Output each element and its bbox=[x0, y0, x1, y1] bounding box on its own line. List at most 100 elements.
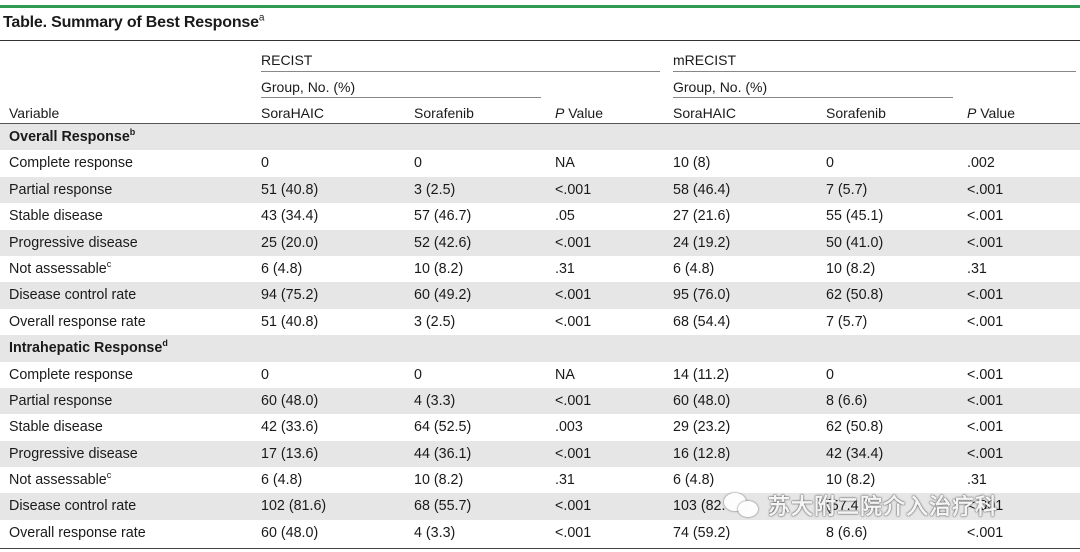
recist-sorahaic-cell: 43 (34.4) bbox=[261, 208, 319, 225]
table-row: Progressive disease 17 (13.6) 44 (36.1) <.0… bbox=[0, 440, 1080, 468]
mrecist-sorafenib-cell: 10 (8.2) bbox=[826, 260, 876, 277]
mrecist-sorahaic-cell: 27 (21.6) bbox=[673, 208, 731, 225]
table-row: Progressive disease 25 (20.0) 52 (42.6) <.0… bbox=[0, 229, 1080, 256]
mrecist-sorahaic-cell: 29 (23.2) bbox=[673, 419, 731, 436]
recist-sorafenib-cell: 3 (2.5) bbox=[414, 181, 456, 198]
recist-sorahaic-cell: 6 (4.8) bbox=[261, 472, 303, 489]
mrecist-p-value-cell: <.001 bbox=[967, 524, 1004, 541]
table-row: Disease control rate 94 (75.2) 60 (49.2) <.… bbox=[0, 282, 1080, 309]
recist-p-value-cell: .05 bbox=[555, 208, 575, 225]
variable-header: Variable bbox=[9, 105, 60, 121]
mrecist-sorafenib-cell: 7 (5.7) bbox=[826, 181, 868, 198]
recist-p-value-header: P Value bbox=[555, 105, 604, 121]
recist-sorahaic-cell: 25 (20.0) bbox=[261, 234, 319, 251]
recist-sorafenib-cell: 52 (42.6) bbox=[414, 234, 472, 251]
mrecist-sorafenib-cell: 8 (6.6) bbox=[826, 524, 868, 541]
recist-sorafenib-cell: 10 (8.2) bbox=[414, 260, 464, 277]
table-title: Table. Summary of Best Responsea bbox=[3, 12, 265, 31]
mrecist-sorafenib-header: Sorafenib bbox=[826, 105, 886, 121]
recist-p-value-cell: <.001 bbox=[555, 524, 592, 541]
row-label: Partial response bbox=[9, 181, 113, 198]
recist-sorafenib-cell: 44 (36.1) bbox=[414, 445, 472, 462]
recist-p-value-cell: .003 bbox=[555, 419, 583, 436]
recist-sorafenib-cell: 0 bbox=[414, 155, 422, 172]
recist-p-value-cell: <.001 bbox=[555, 181, 592, 198]
recist-sorahaic-cell: 42 (33.6) bbox=[261, 419, 319, 436]
row-label: Not assessablec bbox=[9, 470, 112, 489]
mrecist-p-value-cell: .002 bbox=[967, 155, 995, 172]
row-label: Progressive disease bbox=[9, 234, 138, 251]
recist-sorahaic-cell: 0 bbox=[261, 155, 269, 172]
recist-p-value-cell: <.001 bbox=[555, 445, 592, 462]
mrecist-p-value-cell: <.001 bbox=[967, 287, 1004, 304]
recist-sorafenib-header: Sorafenib bbox=[414, 105, 474, 121]
mrecist-sorahaic-cell: 60 (48.0) bbox=[673, 392, 731, 409]
table-bottom-rule bbox=[0, 548, 1080, 549]
table-row: Not assessablec 6 (4.8) 10 (8.2) .31 6 (4.8)… bbox=[0, 467, 1080, 493]
mrecist-p-value-cell: <.001 bbox=[967, 392, 1004, 409]
mrecist-header: mRECIST bbox=[673, 52, 736, 68]
row-label: Stable disease bbox=[9, 419, 103, 436]
recist-sorahaic-cell: 94 (75.2) bbox=[261, 287, 319, 304]
watermark: 苏大附二院介入治疗科 bbox=[724, 488, 998, 522]
recist-span-rule bbox=[261, 71, 660, 72]
table-row: Complete response 0 0 NA 14 (11.2) 0 <.001 bbox=[0, 362, 1080, 388]
mrecist-sorahaic-cell: 74 (59.2) bbox=[673, 524, 731, 541]
recist-sorafenib-cell: 3 (2.5) bbox=[414, 313, 456, 330]
table-row: Stable disease 43 (34.4) 57 (46.7) .05 27 (2… bbox=[0, 203, 1080, 229]
mrecist-group-rule bbox=[673, 97, 953, 98]
recist-p-value-cell: <.001 bbox=[555, 313, 592, 330]
row-label: Overall response rate bbox=[9, 524, 146, 541]
mrecist-sorahaic-header: SoraHAIC bbox=[673, 105, 737, 121]
row-label: Disease control rate bbox=[9, 498, 137, 515]
row-label: Progressive disease bbox=[9, 445, 138, 462]
table-row: Overall response rate 51 (40.8) 3 (2.5) <.0… bbox=[0, 309, 1080, 335]
top-accent-rule bbox=[0, 5, 1080, 8]
recist-sorafenib-cell: 10 (8.2) bbox=[414, 472, 464, 489]
recist-sorahaic-cell: 17 (13.6) bbox=[261, 445, 319, 462]
mrecist-sorafenib-cell: 0 bbox=[826, 366, 834, 383]
recist-sorafenib-cell: 64 (52.5) bbox=[414, 419, 472, 436]
mrecist-p-value-cell: <.001 bbox=[967, 208, 1004, 225]
mrecist-sorafenib-cell: 10 (8.2) bbox=[826, 472, 876, 489]
recist-sorafenib-cell: 0 bbox=[414, 366, 422, 383]
title-footnote-marker: a bbox=[258, 12, 265, 24]
recist-p-value-cell: <.001 bbox=[555, 498, 592, 515]
table-row: Not assessablec 6 (4.8) 10 (8.2) .31 6 (4.8)… bbox=[0, 256, 1080, 282]
recist-sorahaic-cell: 60 (48.0) bbox=[261, 524, 319, 541]
mrecist-sorafenib-cell: 62 (50.8) bbox=[826, 419, 884, 436]
recist-sorafenib-cell: 57 (46.7) bbox=[414, 208, 472, 225]
recist-sorafenib-cell: 60 (49.2) bbox=[414, 287, 472, 304]
mrecist-p-value-cell: <.001 bbox=[967, 366, 1004, 383]
recist-p-value-cell: <.001 bbox=[555, 392, 592, 409]
mrecist-p-value-cell: <.001 bbox=[967, 313, 1004, 330]
mrecist-p-value-cell: .31 bbox=[967, 260, 987, 277]
section-label: Intrahepatic Responsed bbox=[9, 338, 168, 357]
table-row: Complete response 0 0 NA 10 (8) 0 .002 bbox=[0, 150, 1080, 176]
header-bottom-rule bbox=[0, 123, 1080, 124]
recist-sorahaic-cell: 102 (81.6) bbox=[261, 498, 327, 515]
watermark-text: 苏大附二院介入治疗科 bbox=[768, 494, 999, 519]
recist-sorahaic-header: SoraHAIC bbox=[261, 105, 325, 121]
mrecist-p-value-cell: <.001 bbox=[967, 234, 1004, 251]
table-row: Overall response rate 60 (48.0) 4 (3.3) <.0… bbox=[0, 520, 1080, 546]
mrecist-sorahaic-cell: 10 (8) bbox=[673, 155, 711, 172]
wechat-icon bbox=[724, 491, 760, 519]
mrecist-p-value-cell: .31 bbox=[967, 472, 987, 489]
recist-sorafenib-cell: 4 (3.3) bbox=[414, 392, 456, 409]
mrecist-p-value-cell: <.001 bbox=[967, 498, 1004, 515]
mrecist-sorahaic-cell: 6 (4.8) bbox=[673, 260, 715, 277]
row-label: Overall response rate bbox=[9, 313, 146, 330]
recist-sorahaic-cell: 6 (4.8) bbox=[261, 260, 303, 277]
title-rule bbox=[0, 40, 1080, 41]
mrecist-sorahaic-cell: 14 (11.2) bbox=[673, 366, 730, 383]
row-label: Complete response bbox=[9, 155, 133, 172]
table-row: Disease control rate 102 (81.6) 68 (55.7) <… bbox=[0, 493, 1080, 520]
recist-sorahaic-cell: 51 (40.8) bbox=[261, 313, 319, 330]
row-label: Disease control rate bbox=[9, 287, 137, 304]
row-label: Stable disease bbox=[9, 208, 103, 225]
mrecist-p-value-cell: <.001 bbox=[967, 181, 1004, 198]
row-label: Partial response bbox=[9, 392, 113, 409]
mrecist-sorafenib-cell: 7 (5.7) bbox=[826, 313, 868, 330]
mrecist-sorahaic-cell: 58 (46.4) bbox=[673, 181, 731, 198]
